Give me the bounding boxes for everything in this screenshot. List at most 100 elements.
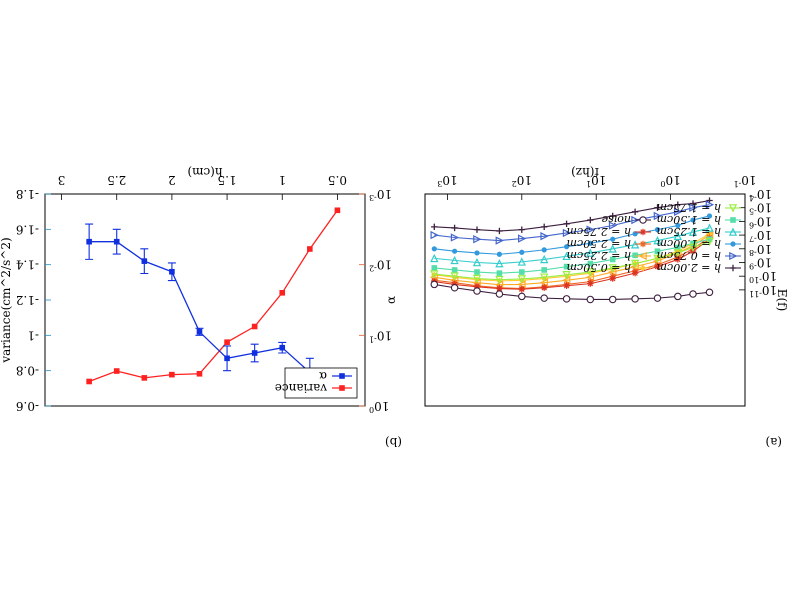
- panel-b-left-tick-label-exponent: -3: [369, 193, 377, 202]
- panel-a-data-point: [541, 267, 547, 273]
- panel-a-series-line: [434, 241, 710, 281]
- panel-a-data-point: [674, 292, 682, 301]
- panel-a-y-tick-label-base: 10: [762, 269, 777, 283]
- panel-b-x-tick-label: 2.5: [107, 173, 126, 187]
- panel-a-data-point: [587, 260, 594, 267]
- panel-a-x-tick-label-base: 10: [442, 173, 457, 187]
- panel-a-data-point: [586, 268, 595, 277]
- panel-a-legend-marker: [728, 204, 738, 213]
- panel-b-right-tick-label: -1.8: [16, 187, 39, 201]
- panel-b-data-point: [86, 378, 92, 385]
- panel-b-left-tick-label-exponent: -2: [369, 264, 377, 273]
- panel-a-data-point: [705, 288, 714, 297]
- panel-a-x-tick-label: 102: [512, 173, 532, 188]
- panel-a-data-point: [608, 264, 617, 273]
- panel-b-data-point: [169, 268, 175, 275]
- panel-a-data-point: [674, 207, 683, 216]
- panel-a-data-point: [540, 284, 548, 291]
- panel-a-data-point: [689, 290, 697, 298]
- panel-b-right-tick-label: -1.2: [16, 293, 39, 307]
- panel-a-data-point: [430, 280, 439, 289]
- panel-a-data-point: [496, 270, 503, 276]
- panel-b-right-tick-label: -1.4: [15, 258, 39, 272]
- panel-b-x-axis-label: h(cm): [187, 165, 222, 179]
- panel-a-legend-label: h = 1.25cm: [657, 225, 721, 238]
- panel-a-legend-label: h = 0.50cm: [567, 261, 631, 274]
- panel-a-data-point: [473, 226, 481, 233]
- panel-a-data-point: [562, 251, 571, 261]
- panel-a-legend-label: h = 2.00cm: [657, 261, 721, 274]
- panel-b-series-line: [89, 241, 338, 381]
- panel-a-legend-label: h = 1.50cm: [657, 213, 721, 226]
- panel-a-data-point: [540, 273, 549, 282]
- panel-b-data-point: [307, 246, 313, 252]
- panel-a-data-point: [689, 203, 698, 212]
- panel-b-right-tick-label: -1.6: [16, 222, 39, 236]
- panel-a-data-point: [654, 263, 661, 270]
- panel-a-legend-label: h = 2.75cm: [567, 225, 631, 238]
- panel-a-data-point: [517, 234, 527, 243]
- panel-a-x-tick-label: 103: [437, 173, 457, 188]
- panel-a-data-point: [563, 263, 570, 270]
- panel-a-data-point: [705, 223, 714, 232]
- panel-a-data-point: [609, 275, 616, 282]
- panel-a-y-tick-label-exponent: -10: [749, 275, 762, 284]
- panel-a-x-tick-label-exponent: 1: [586, 179, 591, 188]
- panel-a-data-point: [653, 294, 662, 302]
- panel-b-data-point: [196, 329, 203, 335]
- panel-a-data-point: [431, 246, 437, 252]
- panel-b-series-group: [85, 207, 342, 388]
- panel-a-data-point: [563, 244, 570, 250]
- panel-a-y-tick-label-base: 10: [757, 187, 772, 201]
- panel-b-left-axis-label: variance(cm^2/s^2): [0, 237, 13, 363]
- panel-a-data-point: [474, 250, 480, 256]
- panel-a-data-point: [450, 272, 459, 281]
- panel-a-data-point: [562, 295, 571, 303]
- panel-a-data-point: [519, 249, 525, 255]
- panel-a-data-point: [675, 222, 681, 229]
- panel-a-data-point: [609, 256, 616, 263]
- panel-b-data-point: [113, 368, 120, 374]
- panel-a-data-point: [518, 269, 525, 275]
- panel-a-x-tick-label: 100: [660, 173, 680, 188]
- panel-a-x-tick-label-base: 10: [591, 173, 606, 187]
- panel-a-legend-marker: [638, 251, 647, 261]
- panel-a-y-tick-label: 10-6: [749, 214, 772, 229]
- panel-a-series-group: [429, 197, 715, 304]
- panel-b-series-line: [88, 209, 338, 383]
- panel-a-y-tick-label-exponent: -11: [749, 289, 762, 298]
- panel-a-x-tick-label: 101: [586, 173, 606, 188]
- panel-a-data-point: [654, 204, 661, 211]
- panel-b-series: [85, 223, 342, 388]
- panel-a-series-line: [434, 237, 710, 290]
- panel-a-x-tick-label: 10-1: [733, 173, 756, 188]
- panel-a-data-point: [631, 215, 640, 225]
- panel-a-data-point: [675, 244, 681, 251]
- panel-a-y-tick-label-base: 10: [757, 255, 772, 269]
- panel-a-legend-marker: [639, 216, 647, 224]
- panel-b-data-point: [279, 344, 286, 351]
- panel-a-data-point: [473, 235, 482, 244]
- panel-b-left-tick-label-exponent: -1: [369, 334, 377, 343]
- panel-a-legend-marker: [729, 251, 738, 261]
- panel-a-legend-label: h = 1.75cm: [657, 201, 721, 214]
- panel-b-left-tick-label: 10-1: [369, 328, 392, 343]
- panel-a-y-tick-label: 10-4: [749, 187, 772, 202]
- panel-a-x-tick-label-base: 10: [741, 173, 756, 187]
- panel-b-data-point: [279, 289, 286, 296]
- panel-a-data-point: [495, 236, 504, 245]
- panel-a-legend-marker: [639, 228, 647, 236]
- panel-a-y-tick-label-base: 10: [757, 228, 772, 242]
- panel-a-data-point: [673, 249, 682, 258]
- panel-a-data-point: [587, 240, 593, 246]
- panel-b-legend-box: [284, 367, 358, 399]
- panel-a-data-point: [632, 252, 638, 259]
- panel-a-data-point: [495, 275, 504, 285]
- panel-a-data-point: [630, 240, 640, 249]
- panel-b-right-tick-label: -0.8: [16, 364, 39, 378]
- panel-a-legend-label: noise: [601, 213, 631, 226]
- panel-a-data-point: [610, 236, 616, 242]
- panel-a-data-point: [540, 254, 549, 264]
- panel-a-data-point: [586, 295, 595, 304]
